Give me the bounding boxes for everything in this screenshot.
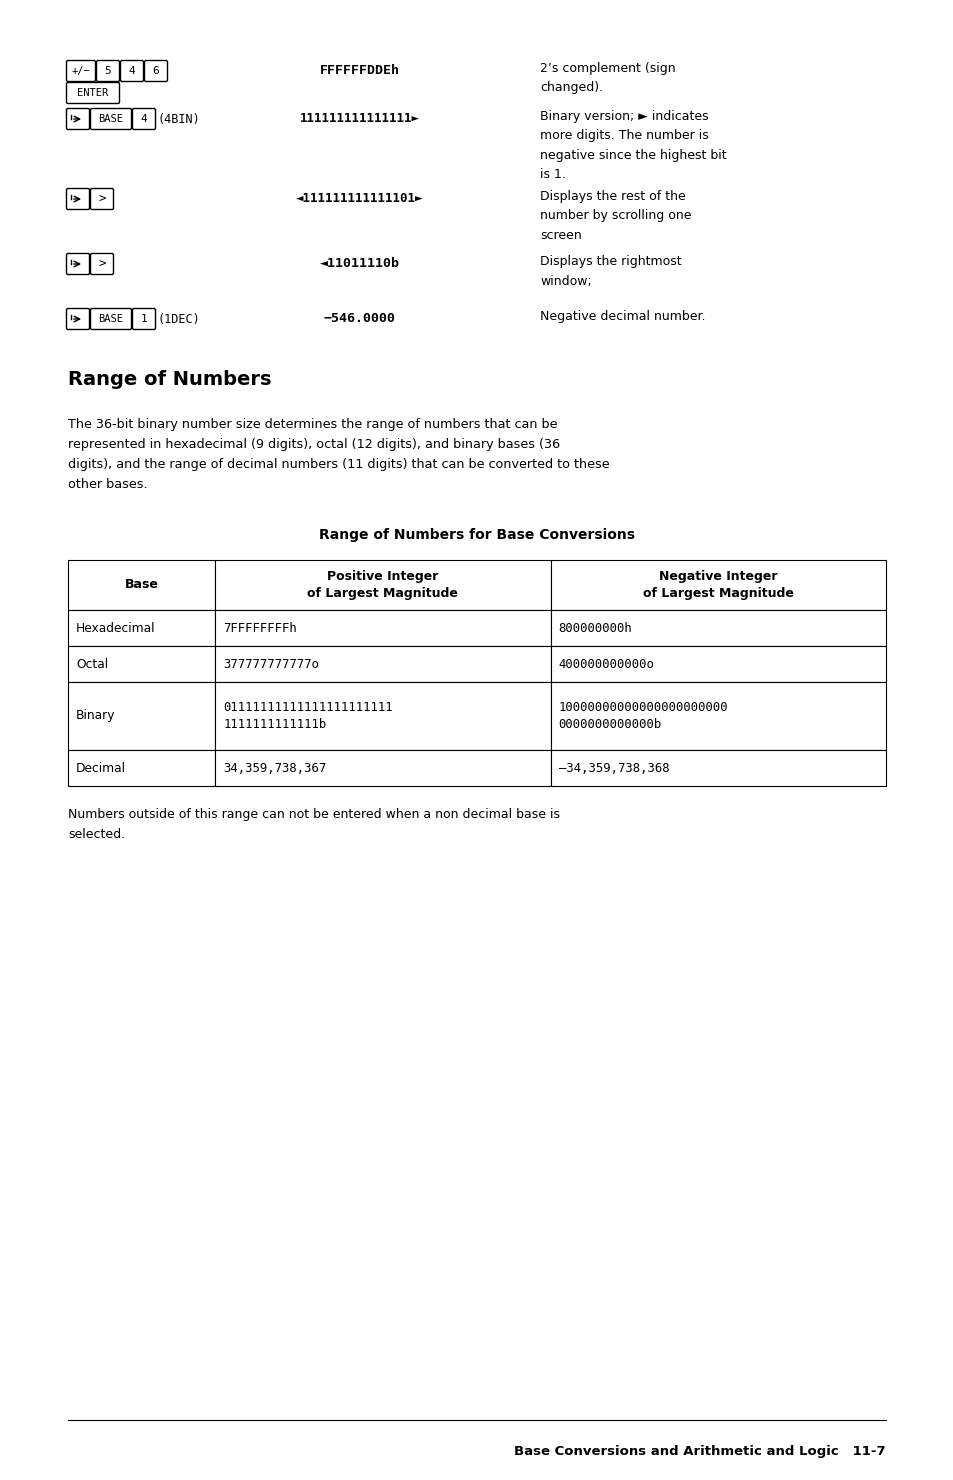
Text: 34,359,738,367: 34,359,738,367 bbox=[223, 762, 326, 774]
Bar bbox=[68, 750, 215, 786]
Bar bbox=[215, 559, 550, 610]
Text: Displays the rightmost
window;: Displays the rightmost window; bbox=[539, 255, 680, 287]
Text: ◄11011110b: ◄11011110b bbox=[319, 258, 399, 269]
Bar bbox=[550, 682, 885, 750]
Text: Base Conversions and Arithmetic and Logic   11-7: Base Conversions and Arithmetic and Logi… bbox=[514, 1444, 885, 1458]
FancyBboxPatch shape bbox=[67, 61, 95, 81]
Text: 1: 1 bbox=[140, 314, 147, 324]
FancyBboxPatch shape bbox=[91, 188, 113, 210]
FancyBboxPatch shape bbox=[67, 188, 90, 210]
Text: >: > bbox=[98, 192, 106, 206]
Text: Binary: Binary bbox=[76, 709, 115, 722]
Bar bbox=[68, 645, 215, 682]
Text: Negative Integer
of Largest Magnitude: Negative Integer of Largest Magnitude bbox=[642, 570, 793, 599]
Text: 7FFFFFFFFh: 7FFFFFFFFh bbox=[223, 622, 296, 635]
Text: FFFFFFDDEh: FFFFFFDDEh bbox=[319, 64, 399, 77]
Text: Hexadecimal: Hexadecimal bbox=[76, 622, 155, 635]
Text: 4: 4 bbox=[129, 67, 135, 75]
FancyBboxPatch shape bbox=[91, 108, 132, 129]
Text: 400000000000o: 400000000000o bbox=[558, 657, 654, 670]
FancyBboxPatch shape bbox=[67, 83, 119, 104]
Bar bbox=[68, 610, 215, 645]
FancyBboxPatch shape bbox=[91, 308, 132, 330]
Text: >: > bbox=[98, 258, 106, 271]
Text: Numbers outside of this range can not be entered when a non decimal base is
sele: Numbers outside of this range can not be… bbox=[68, 808, 559, 841]
Bar bbox=[550, 610, 885, 645]
Bar bbox=[215, 750, 550, 786]
Bar bbox=[215, 645, 550, 682]
FancyBboxPatch shape bbox=[91, 253, 113, 274]
Bar bbox=[550, 559, 885, 610]
Text: The 36-bit binary number size determines the range of numbers that can be
repres: The 36-bit binary number size determines… bbox=[68, 417, 609, 491]
Text: 800000000h: 800000000h bbox=[558, 622, 632, 635]
Text: (4BIN): (4BIN) bbox=[158, 112, 200, 126]
Text: Range of Numbers for Base Conversions: Range of Numbers for Base Conversions bbox=[318, 528, 635, 542]
Text: 5: 5 bbox=[105, 67, 112, 75]
Text: Decimal: Decimal bbox=[76, 762, 126, 774]
Bar bbox=[550, 645, 885, 682]
Text: 01111111111111111111111
1111111111111b: 01111111111111111111111 1111111111111b bbox=[223, 702, 393, 731]
Bar bbox=[550, 750, 885, 786]
Text: Range of Numbers: Range of Numbers bbox=[68, 370, 272, 389]
Text: 111111111111111►: 111111111111111► bbox=[299, 112, 419, 124]
Text: –34,359,738,368: –34,359,738,368 bbox=[558, 762, 669, 774]
Bar bbox=[68, 559, 215, 610]
Text: 4: 4 bbox=[140, 114, 147, 124]
FancyBboxPatch shape bbox=[67, 108, 90, 129]
Text: Octal: Octal bbox=[76, 657, 108, 670]
FancyBboxPatch shape bbox=[120, 61, 143, 81]
FancyBboxPatch shape bbox=[144, 61, 168, 81]
Text: −546.0000: −546.0000 bbox=[324, 312, 395, 326]
Text: Negative decimal number.: Negative decimal number. bbox=[539, 309, 705, 323]
Text: Base: Base bbox=[125, 579, 158, 592]
FancyBboxPatch shape bbox=[67, 308, 90, 330]
Text: 6: 6 bbox=[152, 67, 159, 75]
Text: BASE: BASE bbox=[98, 114, 123, 124]
Text: 377777777777o: 377777777777o bbox=[223, 657, 319, 670]
Bar bbox=[215, 682, 550, 750]
Text: +/−: +/− bbox=[71, 67, 91, 75]
Bar bbox=[68, 682, 215, 750]
FancyBboxPatch shape bbox=[96, 61, 119, 81]
Text: Positive Integer
of Largest Magnitude: Positive Integer of Largest Magnitude bbox=[307, 570, 457, 599]
Text: ENTER: ENTER bbox=[77, 87, 109, 98]
FancyBboxPatch shape bbox=[132, 108, 155, 129]
Text: 2’s complement (sign
changed).: 2’s complement (sign changed). bbox=[539, 62, 675, 95]
Text: Displays the rest of the
number by scrolling one
screen: Displays the rest of the number by scrol… bbox=[539, 189, 691, 243]
Text: ◄111111111111101►: ◄111111111111101► bbox=[296, 192, 423, 206]
Text: (1DEC): (1DEC) bbox=[158, 312, 200, 326]
Text: BASE: BASE bbox=[98, 314, 123, 324]
FancyBboxPatch shape bbox=[132, 308, 155, 330]
Bar bbox=[215, 610, 550, 645]
Text: Binary version; ► indicates
more digits. The number is
negative since the highes: Binary version; ► indicates more digits.… bbox=[539, 110, 726, 182]
FancyBboxPatch shape bbox=[67, 253, 90, 274]
Text: 10000000000000000000000
0000000000000b: 10000000000000000000000 0000000000000b bbox=[558, 702, 727, 731]
